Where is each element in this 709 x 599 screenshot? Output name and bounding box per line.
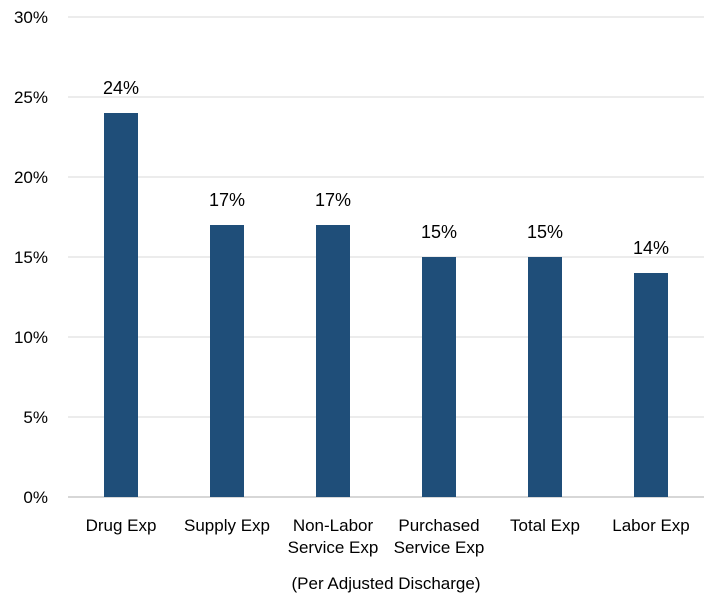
category-label: Drug Exp: [86, 516, 157, 535]
data-label: 14%: [633, 238, 669, 258]
data-labels: 24% 17% 17% 15% 15% 14%: [103, 78, 669, 258]
y-tick-label: 30%: [14, 8, 48, 27]
y-axis-ticks: 0% 5% 10% 15% 20% 25% 30%: [14, 8, 48, 507]
bar: [104, 113, 138, 497]
data-label: 15%: [421, 222, 457, 242]
data-label: 24%: [103, 78, 139, 98]
category-label: Supply Exp: [184, 516, 270, 535]
category-label: Non-Labor Service Exp: [288, 516, 379, 557]
bars: [104, 113, 668, 497]
data-label: 15%: [527, 222, 563, 242]
y-tick-label: 10%: [14, 328, 48, 347]
data-label: 17%: [315, 190, 351, 210]
x-axis-title: (Per Adjusted Discharge): [292, 574, 481, 593]
gridlines: [68, 16, 704, 498]
category-label: Labor Exp: [612, 516, 690, 535]
bar: [316, 225, 350, 497]
bar: [634, 273, 668, 497]
bar: [528, 257, 562, 497]
y-tick-label: 25%: [14, 88, 48, 107]
y-tick-label: 15%: [14, 248, 48, 267]
x-axis-categories: Drug Exp Supply Exp Non-Labor Service Exp Pu…: [86, 516, 690, 557]
data-label: 17%: [209, 190, 245, 210]
bar: [210, 225, 244, 497]
y-tick-label: 5%: [23, 408, 48, 427]
bar: [422, 257, 456, 497]
y-tick-label: 20%: [14, 168, 48, 187]
category-label: Purchased Service Exp: [394, 516, 485, 557]
y-tick-label: 0%: [23, 488, 48, 507]
category-label: Total Exp: [510, 516, 580, 535]
